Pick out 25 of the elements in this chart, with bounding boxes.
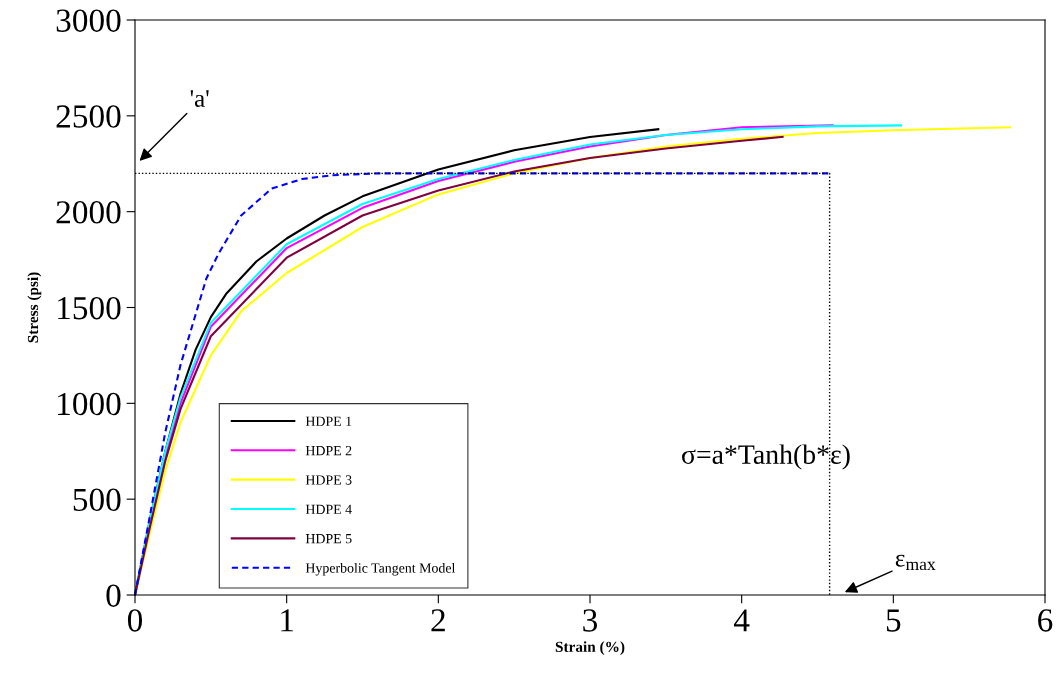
y-tick-label: 1500 [58, 296, 121, 320]
y-tick-label: 2500 [56, 105, 121, 128]
x-tick-label: 5 [886, 609, 901, 632]
y-tick-label: 2000 [56, 201, 121, 224]
x-tick-label: 4 [733, 609, 750, 632]
y-tick-label: 1000 [58, 392, 121, 416]
x-tick-label: 1 [281, 609, 293, 632]
x-tick-label: 6 [1038, 609, 1053, 632]
legend-label: HDPE 3 [305, 475, 352, 485]
y-axis-title: Stress (psi) [27, 272, 42, 343]
y-tick-label: 0 [106, 584, 121, 607]
legend-label: HDPE 4 [305, 504, 352, 514]
annotation: ε$_{max}$ [895, 554, 936, 571]
x-tick-label: 2 [431, 609, 445, 632]
legend-label: HDPE 5 [305, 534, 352, 544]
annotation: σ=a*Tanh(b*ε) [682, 444, 850, 470]
legend-label: HDPE 2 [305, 445, 352, 456]
annotation: 'a' [190, 90, 209, 107]
x-tick-label: 0 [127, 609, 143, 632]
y-tick-label: 500 [73, 488, 121, 512]
legend-label: HDPE 1 [305, 416, 352, 426]
x-tick-label: 3 [583, 609, 598, 632]
legend-label: Hyperbolic Tangent Model [305, 562, 456, 576]
y-tick-label: 3000 [56, 9, 121, 32]
x-axis-title: Strain (%) [555, 641, 625, 656]
